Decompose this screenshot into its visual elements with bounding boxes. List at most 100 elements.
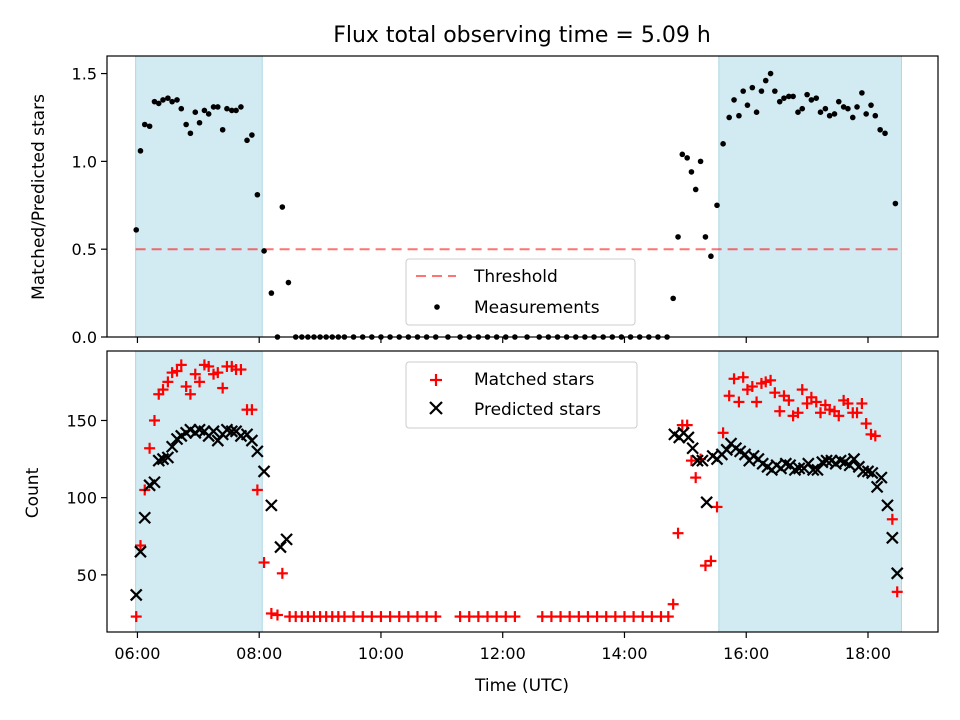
measurement-point bbox=[155, 100, 162, 107]
matched-star-point bbox=[276, 567, 288, 579]
measurement-point bbox=[776, 98, 783, 105]
measurement-point bbox=[877, 126, 883, 133]
measurement-point bbox=[254, 191, 261, 198]
y-tick-label: 100 bbox=[66, 489, 97, 508]
predicted-star-point bbox=[148, 475, 161, 489]
measurement-point bbox=[758, 88, 765, 94]
matched-legend-marker bbox=[430, 374, 442, 386]
matched-star-point bbox=[180, 381, 192, 393]
matched-star-point bbox=[189, 368, 201, 380]
matched-legend-label: Matched stars bbox=[474, 370, 594, 390]
measurement-point bbox=[790, 93, 796, 100]
measurement-point bbox=[702, 234, 709, 240]
measurement-point bbox=[133, 227, 140, 233]
measurement-point bbox=[205, 111, 212, 117]
predicted-star-point bbox=[890, 567, 904, 580]
matched-star-point bbox=[194, 376, 206, 388]
predicted-star-point bbox=[265, 499, 278, 512]
predicted-star-point bbox=[886, 531, 899, 545]
measurement-point bbox=[210, 104, 217, 110]
measurement-point bbox=[804, 91, 810, 98]
count-y-ticks: 50 100 150 bbox=[66, 411, 107, 585]
matched-star-point bbox=[144, 442, 156, 454]
matched-star-point bbox=[737, 371, 749, 383]
predicted-star-point bbox=[682, 431, 695, 444]
matched-star-point bbox=[217, 382, 229, 394]
x-tick-label: 08:00 bbox=[236, 644, 282, 663]
measurement-point bbox=[872, 112, 879, 119]
measurement-point bbox=[863, 111, 869, 117]
x-tick-label: 18:00 bbox=[845, 644, 891, 663]
measurement-point bbox=[753, 109, 760, 115]
x-tick-label: 10:00 bbox=[358, 644, 404, 663]
measurement-point bbox=[219, 126, 226, 133]
matched-star-point bbox=[760, 376, 772, 388]
predicted-legend-label: Predicted stars bbox=[474, 400, 601, 420]
matched-star-point bbox=[690, 472, 702, 484]
measurement-point bbox=[224, 105, 230, 112]
matched-star-point bbox=[869, 430, 881, 442]
predicted-star-point bbox=[129, 588, 143, 602]
matched-star-point bbox=[162, 376, 174, 388]
measurement-point bbox=[740, 88, 746, 94]
measurement-point bbox=[795, 109, 801, 115]
measurement-point bbox=[249, 132, 255, 138]
measurement-point bbox=[137, 148, 144, 154]
matched-star-point bbox=[801, 397, 813, 409]
measurement-point bbox=[749, 84, 756, 91]
matched-star-point bbox=[796, 384, 808, 396]
predicted-star-point bbox=[875, 471, 888, 484]
measurements-legend-marker bbox=[434, 304, 440, 310]
matched-star-point bbox=[886, 513, 898, 525]
measurement-point bbox=[141, 121, 148, 128]
measurement-point bbox=[165, 95, 171, 101]
ratio-y-ticks: 0.0 0.5 1.0 1.5 bbox=[72, 65, 107, 347]
matched-star-point bbox=[246, 404, 258, 416]
matched-star-point bbox=[765, 374, 777, 386]
measurement-point bbox=[813, 95, 820, 101]
predicted-star-point bbox=[274, 540, 287, 554]
measurement-point bbox=[174, 97, 180, 103]
measurement-point bbox=[854, 104, 860, 110]
measurement-point bbox=[786, 93, 792, 100]
matched-star-point bbox=[212, 367, 224, 379]
x-tick-label: 16:00 bbox=[723, 644, 769, 663]
predicted-star-point bbox=[161, 451, 175, 464]
matched-star-point bbox=[769, 387, 781, 399]
matched-star-point bbox=[783, 394, 795, 406]
measurement-point bbox=[835, 98, 842, 105]
matched-star-point bbox=[235, 364, 247, 376]
matched-star-point bbox=[717, 427, 729, 439]
matched-star-point bbox=[662, 611, 674, 623]
matched-star-point bbox=[860, 418, 872, 430]
predicted-star-point bbox=[245, 434, 259, 447]
measurement-point bbox=[868, 102, 874, 108]
matched-star-point bbox=[751, 396, 763, 408]
measurement-point bbox=[808, 97, 815, 103]
observing-interval-1 bbox=[135, 350, 263, 633]
count-legend-box bbox=[405, 361, 638, 429]
matched-star-point bbox=[705, 555, 717, 567]
measurement-point bbox=[183, 121, 189, 128]
matched-star-point bbox=[851, 407, 863, 419]
measurements-legend-label: Measurements bbox=[474, 298, 600, 318]
ratio-axes-frame bbox=[106, 55, 939, 338]
x-tick-label: 12:00 bbox=[480, 644, 526, 663]
matched-star-point bbox=[792, 407, 804, 419]
measurement-point bbox=[859, 90, 865, 96]
measurement-point bbox=[679, 151, 686, 158]
measurement-point bbox=[726, 114, 732, 121]
measurement-point bbox=[169, 98, 175, 105]
measurement-point bbox=[772, 88, 778, 94]
chart-title: Flux total observing time = 5.09 h bbox=[333, 23, 711, 48]
y-tick-label: 0.0 bbox=[72, 328, 97, 347]
y-tick-label: 150 bbox=[66, 411, 97, 430]
predicted-star-point bbox=[811, 463, 824, 477]
measurement-point bbox=[268, 290, 275, 296]
measurement-point bbox=[187, 130, 194, 137]
matched-star-point bbox=[891, 586, 903, 598]
matched-star-point bbox=[509, 611, 521, 623]
predicted-star-point bbox=[165, 440, 179, 454]
count-panel: 50 100 150 06:00 08:00 10:00 12:00 14:00 16:00 1… bbox=[23, 350, 939, 696]
matched-star-point bbox=[157, 384, 169, 396]
